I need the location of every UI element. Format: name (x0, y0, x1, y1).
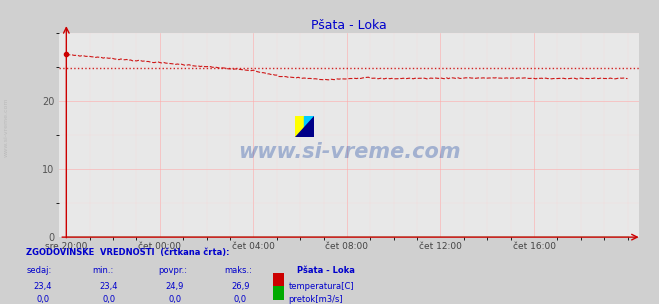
Text: temperatura[C]: temperatura[C] (289, 282, 355, 291)
Text: sedaj:: sedaj: (26, 266, 51, 275)
Text: Pšata - Loka: Pšata - Loka (297, 266, 355, 275)
Bar (295, 116, 304, 137)
Bar (304, 116, 314, 137)
Text: 0,0: 0,0 (168, 295, 181, 304)
Title: Pšata - Loka: Pšata - Loka (312, 19, 387, 32)
Text: www.si-vreme.com: www.si-vreme.com (3, 98, 9, 157)
Text: 23,4: 23,4 (34, 282, 52, 291)
Text: 0,0: 0,0 (36, 295, 49, 304)
Text: ZGODOVINSKE  VREDNOSTI  (črtkana črta):: ZGODOVINSKE VREDNOSTI (črtkana črta): (26, 248, 230, 257)
Text: www.si-vreme.com: www.si-vreme.com (238, 142, 461, 161)
Text: 26,9: 26,9 (231, 282, 250, 291)
Text: 0,0: 0,0 (102, 295, 115, 304)
Text: pretok[m3/s]: pretok[m3/s] (289, 295, 343, 304)
Text: 0,0: 0,0 (234, 295, 247, 304)
Text: 24,9: 24,9 (165, 282, 184, 291)
Text: min.:: min.: (92, 266, 113, 275)
Text: maks.:: maks.: (224, 266, 252, 275)
Text: 23,4: 23,4 (100, 282, 118, 291)
Text: povpr.:: povpr.: (158, 266, 187, 275)
Polygon shape (295, 116, 314, 137)
